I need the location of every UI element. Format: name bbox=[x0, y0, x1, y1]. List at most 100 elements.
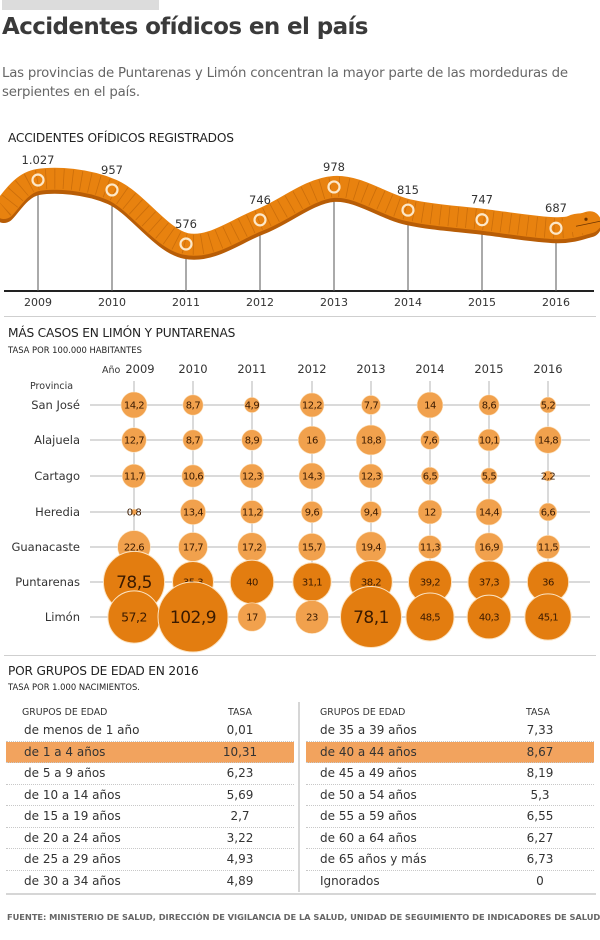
year-label: 2009 bbox=[125, 362, 154, 376]
bubble bbox=[534, 426, 562, 454]
rate-cell: 6,55 bbox=[526, 809, 554, 823]
year-label: 2014 bbox=[415, 362, 444, 376]
x-tick-label: 2011 bbox=[172, 296, 200, 309]
year-label: 2012 bbox=[297, 362, 326, 376]
bubble-value-label: 16,9 bbox=[479, 543, 499, 554]
data-label: 978 bbox=[323, 160, 345, 174]
bubble-value-label: 12,3 bbox=[361, 472, 381, 483]
bubble-value-label: 37,3 bbox=[479, 578, 499, 589]
bubble-value-label: 102,9 bbox=[170, 608, 216, 628]
bubble-value-label: 10,1 bbox=[479, 436, 499, 447]
axis-label-year: Año bbox=[102, 365, 121, 376]
bubble bbox=[295, 600, 329, 634]
x-tick-label: 2010 bbox=[98, 296, 126, 309]
age-group-cell: de 20 a 24 años bbox=[24, 830, 121, 845]
bubble-value-label: 10,6 bbox=[183, 472, 203, 483]
column-header-rate: TASA bbox=[228, 707, 252, 718]
page-title: Accidentes ofídicos en el país bbox=[2, 14, 368, 40]
bubble-value-label: 7,7 bbox=[364, 401, 379, 412]
x-tick-label: 2015 bbox=[468, 296, 496, 309]
rate-cell: 8,19 bbox=[526, 766, 554, 780]
table-row: de 20 a 24 años 3,22 bbox=[6, 828, 294, 849]
bubble bbox=[182, 429, 204, 451]
bubble bbox=[340, 586, 402, 648]
bubble-value-label: 0,8 bbox=[127, 508, 142, 519]
data-point-marker bbox=[179, 237, 193, 251]
province-label: Limón bbox=[45, 610, 80, 624]
rate-cell: 5,69 bbox=[226, 787, 254, 802]
bubble bbox=[475, 498, 503, 526]
rate-cell: 4,93 bbox=[226, 852, 254, 866]
rate-cell: 0,01 bbox=[226, 723, 254, 737]
bubble-value-label: 22,6 bbox=[124, 543, 144, 554]
table-row: de 1 a 4 años 10,31 bbox=[6, 741, 294, 763]
x-tick-label: 2013 bbox=[320, 296, 348, 309]
bubble bbox=[480, 467, 498, 485]
bubble-value-label: 48,5 bbox=[420, 613, 440, 624]
bubble-value-label: 23 bbox=[306, 613, 318, 624]
table-row: de 40 a 44 años 8,67 bbox=[306, 741, 594, 763]
table-row: de 5 a 9 años 6,23 bbox=[6, 763, 294, 785]
bubble-value-label: 78,5 bbox=[116, 573, 152, 593]
data-point-marker bbox=[253, 213, 267, 227]
year-label: 2010 bbox=[178, 362, 207, 376]
bubble-value-label: 14,8 bbox=[538, 436, 558, 447]
data-point-marker bbox=[327, 180, 341, 194]
bubble bbox=[360, 501, 382, 523]
province-label: Heredia bbox=[35, 505, 80, 519]
bubble bbox=[361, 395, 381, 415]
data-label: 747 bbox=[471, 193, 493, 207]
bubble bbox=[478, 394, 500, 416]
age-group-cell: de 45 a 49 años bbox=[320, 766, 417, 780]
age-group-cell: de 1 a 4 años bbox=[24, 744, 106, 759]
bubble-value-label: 40,3 bbox=[479, 613, 499, 624]
bubble-value-label: 8,7 bbox=[186, 436, 201, 447]
bubble-value-label: 14,4 bbox=[479, 508, 499, 519]
bubble-value-label: 12 bbox=[424, 508, 436, 519]
bubble bbox=[237, 602, 267, 632]
bubble bbox=[180, 499, 206, 525]
data-point-marker bbox=[549, 221, 563, 235]
bubble-value-label: 17,2 bbox=[242, 543, 262, 554]
age-group-cell: de 50 a 54 años bbox=[320, 787, 417, 802]
bubble-value-label: 18,8 bbox=[361, 436, 381, 447]
data-point-marker bbox=[475, 213, 489, 227]
rate-cell: 8,67 bbox=[526, 744, 554, 759]
snake-body bbox=[0, 167, 600, 256]
snake-eye bbox=[584, 217, 588, 221]
year-label: 2013 bbox=[356, 362, 385, 376]
rate-cell: 6,27 bbox=[526, 830, 554, 845]
bubble-value-label: 12,7 bbox=[124, 436, 144, 447]
age-table-subtitle: TASA POR 1.000 NACIMIENTOS. bbox=[8, 682, 140, 692]
column-header-rate: TASA bbox=[526, 707, 550, 718]
table-row: de 35 a 39 años 7,33 bbox=[306, 720, 594, 742]
column-header-group: GRUPOS DE EDAD bbox=[320, 707, 406, 718]
bubble-value-label: 9,4 bbox=[364, 508, 379, 519]
data-label: 815 bbox=[397, 183, 419, 197]
bubble-chart-subtitle: TASA POR 100.000 HABITANTES bbox=[8, 345, 142, 355]
table-row: de 45 a 49 años 8,19 bbox=[306, 763, 594, 785]
bubble-value-label: 15,7 bbox=[302, 543, 322, 554]
data-point-marker bbox=[105, 183, 119, 197]
province-label: Alajuela bbox=[34, 433, 80, 447]
table-row: de 50 a 54 años 5,3 bbox=[306, 785, 594, 806]
data-label: 746 bbox=[249, 193, 271, 207]
bubble-value-label: 13,4 bbox=[183, 508, 203, 519]
bubble bbox=[466, 594, 512, 640]
data-point-marker bbox=[31, 173, 45, 187]
bubble bbox=[538, 502, 558, 522]
column-header-group: GRUPOS DE EDAD bbox=[22, 707, 108, 718]
bubble bbox=[297, 425, 327, 455]
source-note: FUENTE: MINISTERIO DE SALUD, DIRECCIÓN D… bbox=[7, 912, 600, 922]
bubble bbox=[418, 535, 442, 559]
bubble bbox=[301, 501, 323, 523]
snake-line-chart: 1.027 2009 957 2010 576 2011 746 2012 978 2013 815… bbox=[0, 153, 600, 309]
table-header: GRUPOS DE EDAD TASA bbox=[6, 700, 294, 720]
rate-cell: 10,31 bbox=[222, 744, 258, 759]
data-label: 687 bbox=[545, 201, 567, 215]
bubble bbox=[536, 535, 560, 559]
bubble-chart-title: MÁS CASOS EN LIMÓN Y PUNTARENAS bbox=[8, 326, 236, 340]
year-label: 2016 bbox=[533, 362, 562, 376]
table-row: de 30 a 34 años 4,89 bbox=[6, 871, 294, 893]
bubble-value-label: 8,7 bbox=[186, 401, 201, 412]
